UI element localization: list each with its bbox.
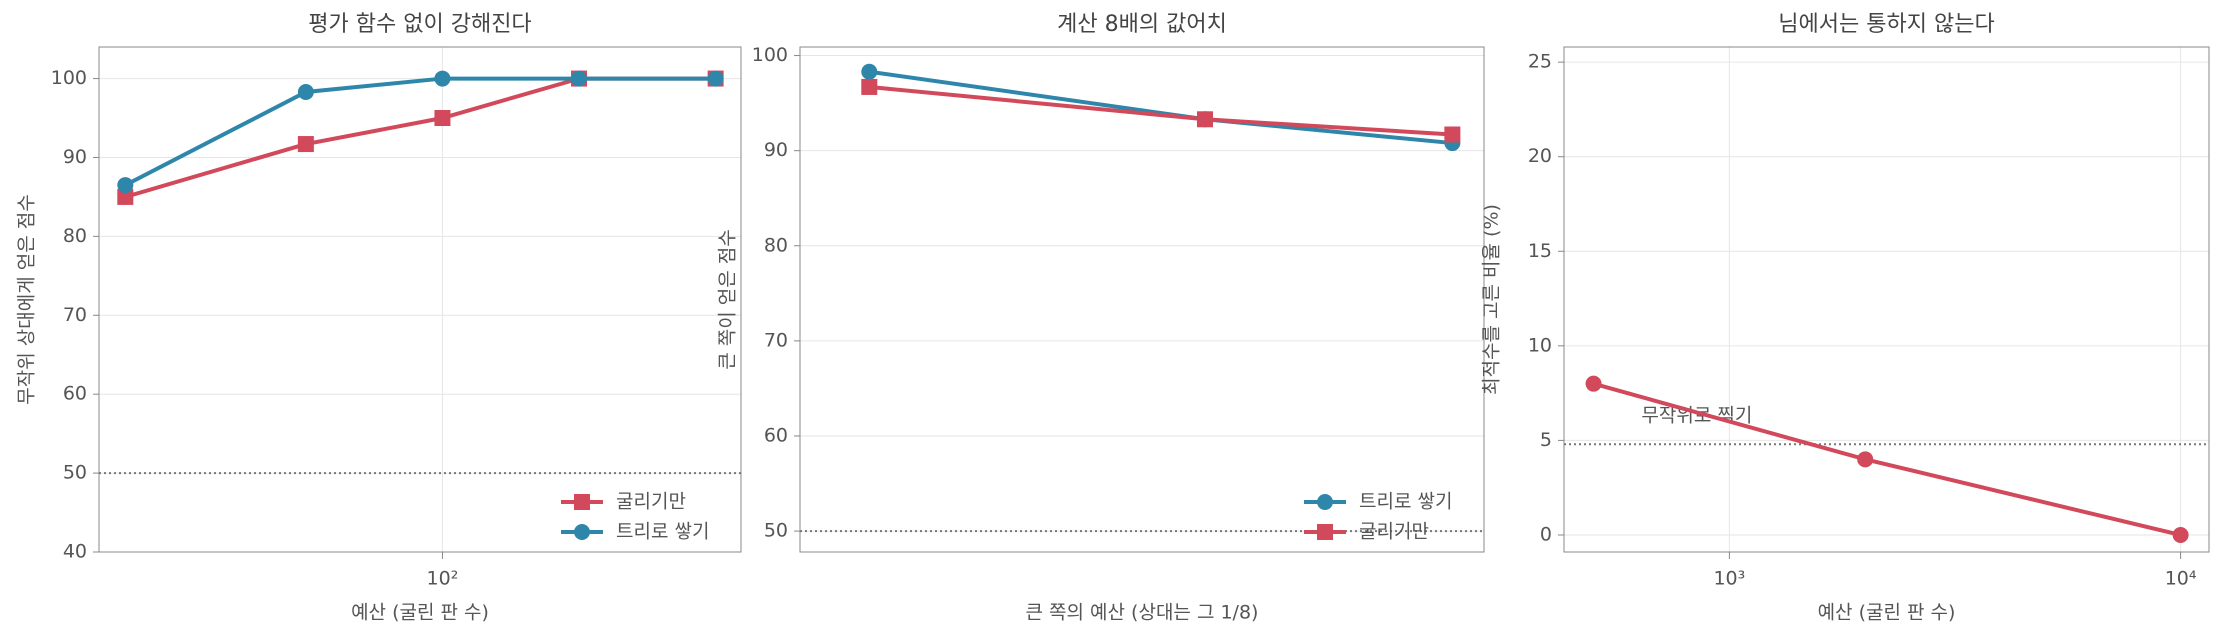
data-point bbox=[707, 70, 724, 87]
data-point bbox=[434, 110, 451, 127]
data-point bbox=[1196, 111, 1213, 128]
legend-label: 트리로 쌓기 bbox=[616, 521, 709, 543]
data-point bbox=[1444, 126, 1461, 143]
x-tick-label: 10² bbox=[427, 568, 459, 590]
data-point bbox=[297, 136, 314, 153]
data-point bbox=[861, 63, 878, 80]
y-tick-label: 70 bbox=[63, 304, 87, 326]
plot-frame bbox=[799, 46, 1485, 553]
data-point bbox=[117, 177, 134, 194]
y-tick-label: 90 bbox=[63, 146, 87, 168]
legend-marker bbox=[574, 524, 590, 540]
subplot-title: 평가 함수 없이 강해진다 bbox=[308, 12, 531, 37]
y-axis-label: 최적수를 고른 비율 (%) bbox=[1481, 204, 1503, 395]
legend-label: 굴리기만 bbox=[616, 491, 686, 513]
y-tick-label: 90 bbox=[764, 139, 788, 161]
series-line bbox=[1593, 381, 2182, 537]
legend-label: 굴리기만 bbox=[1359, 521, 1429, 543]
y-tick-label: 50 bbox=[764, 520, 788, 542]
x-axis-label: 큰 쪽의 예산 (상대는 그 1/8) bbox=[1026, 602, 1259, 624]
data-point bbox=[861, 78, 878, 95]
data-point bbox=[1857, 451, 1874, 468]
data-point bbox=[434, 70, 451, 87]
y-axis-label: 큰 쪽이 얻은 점수 bbox=[717, 229, 739, 369]
y-tick-label: 60 bbox=[63, 383, 87, 405]
subplot-title: 계산 8배의 값어치 bbox=[1057, 12, 1227, 37]
y-tick-label: 15 bbox=[1528, 240, 1552, 262]
data-point bbox=[1585, 375, 1602, 392]
y-tick-label: 40 bbox=[63, 541, 87, 563]
data-point bbox=[571, 70, 588, 87]
y-tick-label: 100 bbox=[51, 67, 87, 89]
y-tick-label: 20 bbox=[1528, 145, 1552, 167]
y-tick-label: 5 bbox=[1540, 429, 1552, 451]
x-tick-label: 10³ bbox=[1713, 568, 1745, 590]
data-point bbox=[117, 188, 134, 205]
legend-label: 트리로 쌓기 bbox=[1359, 491, 1452, 513]
data-point bbox=[2172, 526, 2189, 543]
y-tick-label: 80 bbox=[63, 225, 87, 247]
y-axis-label: 무작위 상대에게 얻은 점수 bbox=[16, 194, 38, 404]
y-tick-label: 100 bbox=[752, 44, 788, 66]
plot-frame bbox=[98, 46, 742, 553]
x-axis-label: 예산 (굴린 판 수) bbox=[1818, 602, 1956, 624]
legend-marker bbox=[1317, 524, 1333, 540]
y-tick-label: 10 bbox=[1528, 334, 1552, 356]
x-tick-label: 10⁴ bbox=[2165, 568, 2197, 590]
series-line bbox=[869, 69, 1453, 146]
y-tick-label: 25 bbox=[1528, 51, 1552, 73]
subplot-title: 님에서는 통하지 않는다 bbox=[1778, 12, 1994, 37]
y-tick-label: 0 bbox=[1540, 523, 1552, 545]
y-tick-label: 80 bbox=[764, 234, 788, 256]
data-point bbox=[297, 83, 314, 100]
y-tick-label: 60 bbox=[764, 424, 788, 446]
legend-marker bbox=[574, 494, 590, 510]
y-tick-label: 50 bbox=[63, 462, 87, 484]
plot-frame bbox=[1563, 46, 2210, 553]
series-line bbox=[869, 84, 1453, 137]
y-tick-label: 70 bbox=[764, 329, 788, 351]
legend-marker bbox=[1317, 494, 1333, 510]
x-axis-label: 예산 (굴린 판 수) bbox=[351, 602, 489, 624]
